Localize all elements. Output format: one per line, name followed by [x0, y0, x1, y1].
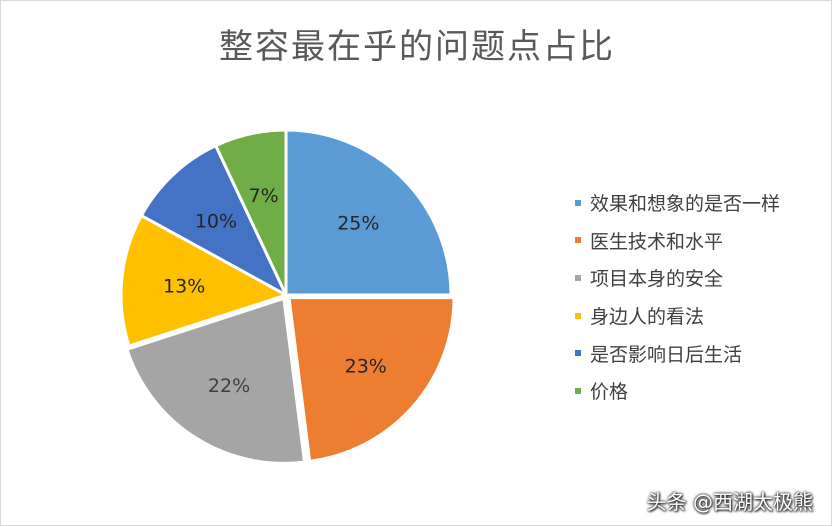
legend-label: 身边人的看法: [590, 306, 705, 329]
legend-swatch: [575, 350, 581, 357]
pie-data-label: 23%: [345, 355, 387, 377]
pie-slice: [125, 296, 307, 465]
pie-data-label: 22%: [208, 375, 250, 397]
pie-slice: [284, 128, 453, 297]
legend-swatch: [575, 274, 581, 281]
legend-item: 项目本身的安全: [575, 259, 825, 297]
legend-item: 效果和想象的是否一样: [575, 184, 825, 222]
legend-item: 医生技术和水平: [575, 222, 825, 260]
pie-slice: [287, 296, 456, 464]
legend-item: 价格: [575, 372, 825, 410]
pie-slices: [119, 128, 456, 465]
pie-data-label: 25%: [337, 213, 379, 235]
pie-data-label: 13%: [163, 275, 205, 297]
legend: 效果和想象的是否一样 医生技术和水平 项目本身的安全 身边人的看法是否影响日后生活 价格: [575, 184, 825, 410]
pie-slice: [119, 213, 290, 348]
pie-data-labels: 25% 23% 22% 13% 10% 7%: [163, 185, 387, 397]
legend-swatch: [575, 199, 581, 206]
legend-item: 是否影响日后生活: [575, 334, 825, 372]
watermark: 头条 @西湖太极熊: [646, 490, 813, 514]
legend-item: 身边人的看法: [575, 297, 825, 335]
legend-label: 是否影响日后生活: [590, 343, 743, 366]
legend-label: 效果和想象的是否一样: [590, 193, 781, 216]
pie-data-label: 10%: [195, 210, 237, 232]
pie-slice: [139, 143, 290, 299]
legend-label: 项目本身的安全: [590, 268, 724, 291]
legend-swatch: [575, 312, 581, 319]
pie-data-label: 7%: [249, 185, 279, 207]
legend-label: 医生技术和水平: [590, 230, 724, 253]
legend-swatch: [575, 387, 581, 394]
legend-swatch: [575, 237, 581, 244]
legend-label: 价格: [590, 381, 629, 404]
pie-slice: [213, 128, 288, 296]
chart-title: 整容最在乎的问题点占比: [219, 27, 615, 67]
